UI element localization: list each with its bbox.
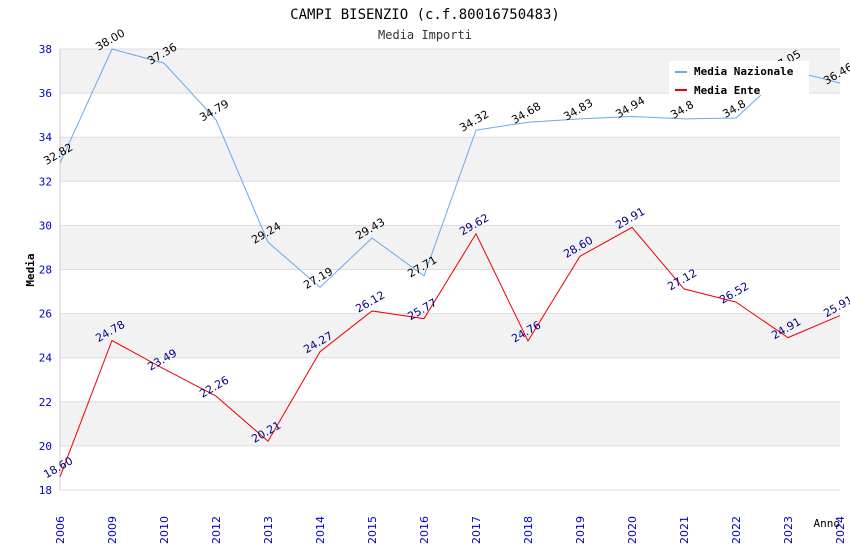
legend: Media Nazionale Media Ente: [669, 61, 809, 97]
grid-lines: [59, 48, 840, 491]
y-tick-label: 36: [39, 87, 52, 100]
legend-label-ente: Media Ente: [694, 84, 761, 97]
x-tick-label: 2024: [834, 516, 847, 544]
x-tick-label: 2023: [782, 516, 795, 544]
grid-band: [60, 445, 840, 490]
y-tick-labels: 18 20 22 24 26 28 30 32 34 36 38: [39, 43, 53, 497]
grid-band: [60, 225, 840, 270]
y-tick-label: 34: [39, 131, 53, 144]
chart-subtitle: Media Importi: [378, 28, 472, 42]
series-lines: [59, 48, 841, 477]
grid-band: [60, 137, 840, 182]
y-tick-label: 38: [39, 43, 52, 56]
y-tick-label: 18: [39, 484, 52, 497]
x-tick-label: 2018: [522, 516, 535, 544]
x-tick-labels: 2006 2009 2010 2012 2013 2014 2015 2016 2017 2018…: [54, 516, 847, 544]
x-axis-label: Anno: [814, 517, 841, 530]
x-tick-label: 2015: [366, 516, 379, 544]
x-tick-label: 2017: [470, 516, 483, 544]
y-tick-label: 24: [39, 352, 53, 365]
legend-label-nazionale: Media Nazionale: [694, 65, 794, 78]
grid-band: [60, 401, 840, 446]
grid-bands: [60, 49, 840, 490]
x-tick-label: 2012: [210, 516, 223, 544]
x-tick-label: 2013: [262, 516, 275, 544]
x-tick-label: 2009: [106, 516, 119, 544]
x-tick-label: 2021: [678, 516, 691, 544]
chart-title: CAMPI BISENZIO (c.f.80016750483): [290, 7, 560, 23]
grid-band: [60, 313, 840, 358]
x-tick-label: 2006: [54, 516, 67, 544]
y-tick-label: 22: [39, 396, 52, 409]
y-axis-label: Media: [24, 253, 37, 286]
x-tick-label: 2020: [626, 516, 639, 544]
grid-band: [60, 93, 840, 138]
grid-band: [60, 357, 840, 402]
x-tick-label: 2014: [314, 516, 327, 544]
x-tick-label: 2010: [158, 516, 171, 544]
x-tick-label: 2022: [730, 516, 743, 544]
legend-box: [669, 61, 809, 95]
y-tick-label: 26: [39, 308, 52, 321]
series-line-media-ente: [59, 226, 841, 477]
x-tick-label: 2016: [418, 516, 431, 544]
y-tick-label: 32: [39, 175, 52, 188]
x-tick-label: 2019: [574, 516, 587, 544]
y-tick-label: 20: [39, 440, 52, 453]
y-tick-label: 30: [39, 219, 52, 232]
series-line-media-nazionale: [59, 48, 841, 289]
y-tick-label: 28: [39, 264, 52, 277]
